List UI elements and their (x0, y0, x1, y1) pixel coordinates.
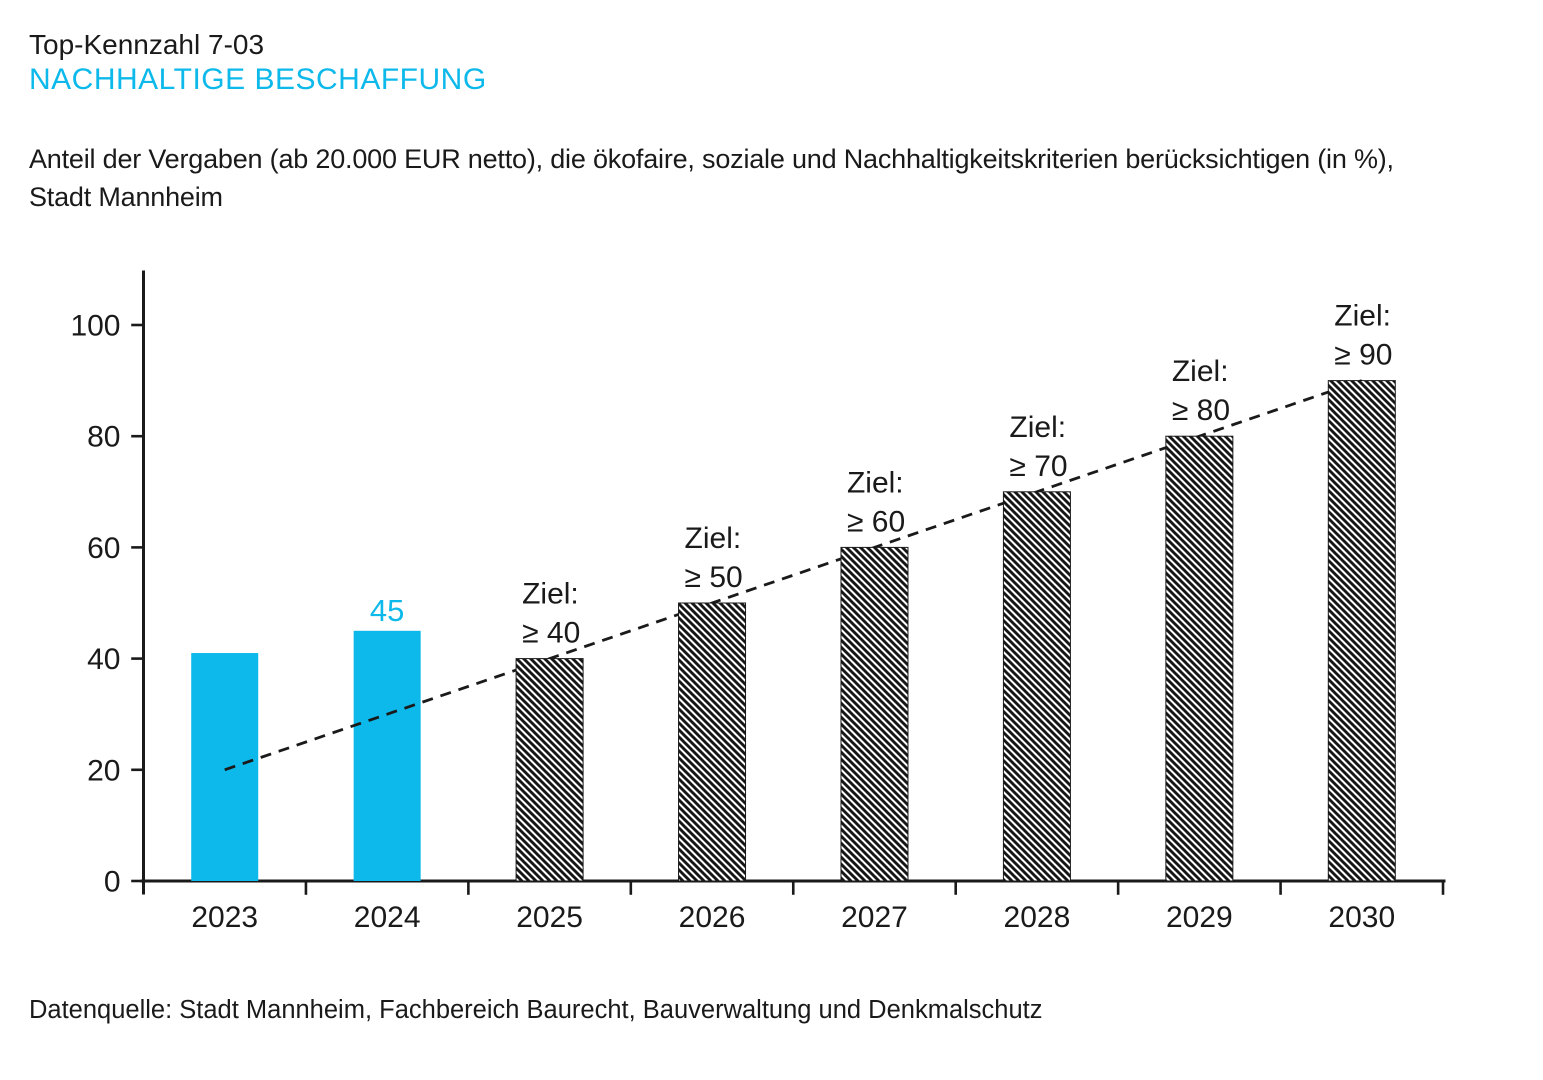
data-source: Datenquelle: Stadt Mannheim, Fachbereich… (29, 996, 1043, 1024)
bar-2028-target (1002, 491, 1071, 882)
target-label-2025-line2: ≥ 40 (522, 617, 580, 650)
y-axis-tick-label: 20 (87, 754, 120, 787)
target-label-2026-line1: Ziel: (685, 522, 742, 555)
x-axis-label-2023: 2023 (191, 901, 258, 934)
y-axis-tick-label: 100 (70, 310, 120, 343)
x-axis-label-2028: 2028 (1004, 901, 1071, 934)
y-axis-tick-label: 80 (87, 421, 120, 454)
x-axis-label-2027: 2027 (841, 901, 908, 934)
axes-layer: 0 20 40 60 80 100 (70, 270, 1446, 899)
target-label-2027-line2: ≥ 60 (847, 505, 905, 538)
chart-subtitle-line1: Anteil der Vergaben (ab 20.000 EUR netto… (29, 144, 1394, 174)
target-label-2028-line2: ≥ 70 (1009, 450, 1067, 483)
bar-2027-target (840, 546, 909, 882)
x-axis-label-2025: 2025 (516, 901, 583, 934)
target-label-2029-line2: ≥ 80 (1172, 394, 1230, 427)
y-axis-tick-label: 60 (87, 532, 120, 565)
bar-2025-target (515, 658, 584, 882)
x-axis-label-2026: 2026 (679, 901, 746, 934)
bar-2024-actual (353, 630, 421, 881)
bar-2029-target (1165, 435, 1234, 882)
trendline-dashed (224, 379, 1363, 772)
target-label-2030-line2: ≥ 90 (1334, 339, 1392, 372)
chart-subtitle-line2: Stadt Mannheim (29, 182, 223, 212)
report-kicker: Top-Kennzahl 7-03 (29, 29, 265, 60)
labels-layer: 2023 2024 45 2025 Ziel: ≥ 40 2026 Ziel: ≥ 50 2027… (191, 300, 1395, 934)
bar-value-label-2024: 45 (370, 593, 404, 628)
bar-2026-target (678, 602, 747, 882)
x-axis-label-2024: 2024 (354, 901, 421, 934)
chart-title: NACHHALTIGE BESCHAFFUNG (29, 63, 487, 96)
actual-bars-layer (191, 630, 421, 881)
chart-subtitle: Anteil der Vergaben (ab 20.000 EUR netto… (29, 140, 1394, 216)
bar-chart: 0 20 40 60 80 100 2023 2024 45 2025 Ziel: ≥ 40 2026… (70, 270, 1446, 934)
x-axis-label-2029: 2029 (1166, 901, 1233, 934)
bar-2023-actual (191, 653, 259, 881)
y-axis-tick-label: 40 (87, 643, 120, 676)
target-label-2030-line1: Ziel: (1334, 300, 1391, 333)
target-label-2028-line1: Ziel: (1009, 411, 1066, 444)
target-label-2026-line2: ≥ 50 (685, 561, 743, 594)
target-label-2027-line1: Ziel: (847, 466, 904, 499)
y-axis-tick-label: 0 (104, 866, 121, 899)
bar-2030-target (1327, 380, 1396, 882)
x-axis-label-2030: 2030 (1328, 901, 1395, 934)
target-label-2029-line1: Ziel: (1172, 355, 1229, 388)
target-bars-layer (515, 380, 1396, 882)
target-label-2025-line1: Ziel: (522, 578, 579, 611)
trendline-layer (224, 379, 1363, 772)
